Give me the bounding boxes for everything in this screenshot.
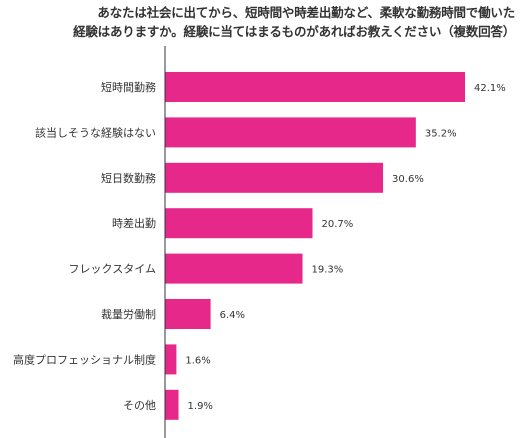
bar-2 — [165, 162, 384, 193]
chart-title-line-1: あなたは社会に出てから、短時間や時差出勤など、柔軟な勤務時間で働いた — [97, 5, 515, 20]
category-label-5: 裁量労働制 — [101, 307, 156, 321]
bars-group — [165, 72, 465, 420]
value-label-5: 6.4% — [220, 310, 245, 321]
value-label-7: 1.9% — [188, 401, 213, 412]
value-labels-group: 42.1% 35.2% 30.6% 20.7% 19.3% 6.4% 1.6% 1.9% — [185, 83, 505, 412]
bar-1 — [165, 117, 416, 148]
value-label-6: 1.6% — [185, 355, 210, 366]
category-label-1: 該当しそうな経験はない — [35, 125, 156, 139]
category-label-4: フレックスタイム — [69, 263, 156, 276]
category-labels-group: 短時間勤務該当しそうな経験はない短日数勤務時差出勤フレックスタイム裁量労働制高度… — [13, 80, 156, 412]
bar-0 — [165, 72, 465, 102]
category-label-0: 短時間勤務 — [101, 80, 156, 94]
value-label-4: 19.3% — [312, 265, 344, 276]
bar-3 — [165, 208, 313, 239]
value-label-1: 35.2% — [425, 128, 457, 139]
chart-title-line-2: 経験はありますか。経験に当てはまるものがあればお教えください（複数回答） — [73, 24, 515, 39]
value-label-3: 20.7% — [322, 219, 354, 230]
category-label-7: その他 — [123, 399, 156, 412]
bar-7 — [165, 389, 179, 420]
value-label-2: 30.6% — [392, 174, 424, 185]
category-label-6: 高度プロフェッショナル制度 — [13, 352, 156, 366]
category-label-2: 短日数勤務 — [101, 171, 156, 185]
bar-5 — [165, 299, 211, 329]
category-label-3: 時差出勤 — [112, 216, 156, 230]
bar-4 — [165, 253, 303, 284]
value-label-0: 42.1% — [474, 83, 506, 94]
bar-6 — [165, 344, 177, 375]
